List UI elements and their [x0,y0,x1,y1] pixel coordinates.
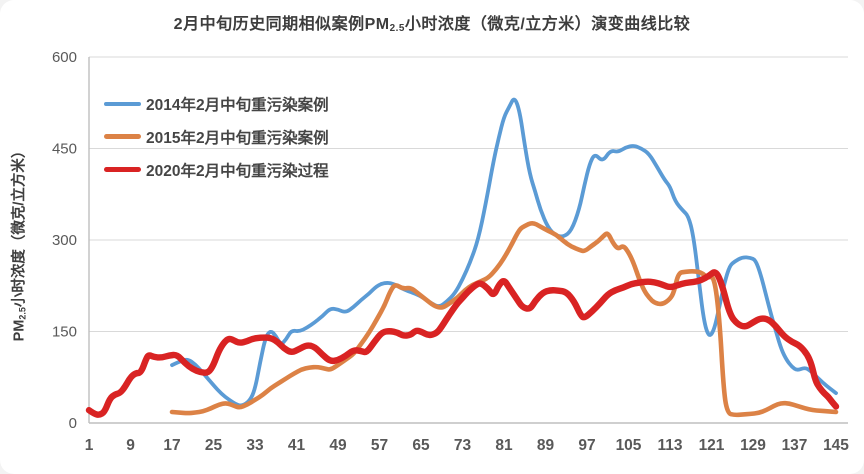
x-tick-label: 121 [699,437,725,454]
x-tick-label: 81 [495,437,513,454]
legend-line-swatch-2020 [104,166,141,173]
x-tick-label: 65 [412,437,430,454]
x-tick-label: 49 [329,437,347,454]
x-tick-label: 113 [657,437,682,454]
series-line-0 [170,97,838,408]
legend-item-2020: 2020年2月中旬重污染过程 [104,153,329,186]
y-tick-label: 0 [69,415,77,432]
y-tick-label: 300 [52,232,77,249]
x-tick-label: 1 [85,437,94,454]
series-line-2 [85,269,840,418]
x-tick-label: 145 [823,437,849,454]
x-tick-label: 41 [288,437,306,454]
x-tick-label: 129 [740,437,766,454]
x-tick-label: 97 [578,437,595,454]
x-tick-label: 9 [126,437,135,454]
page-title: 2月中旬历史同期相似案例PM2.5小时浓度（微克/立方米）演变曲线比较 [0,10,864,34]
title-subscript: 2.5 [389,23,405,35]
legend-label-2014: 2014年2月中旬重污染案例 [146,96,329,114]
y-tick-label: 450 [52,141,77,158]
x-tick-label: 137 [782,437,808,454]
x-tick-label: 25 [205,437,223,454]
x-tick-label: 105 [616,437,642,454]
series-line-1 [169,220,839,418]
legend-line-swatch-2014 [104,101,141,106]
legend-line-swatch-2015 [104,134,141,139]
y-tick-label: 150 [52,324,77,341]
x-tick-label: 17 [163,437,180,454]
legend-item-2015: 2015年2月中旬重污染案例 [104,120,329,153]
legend: 2014年2月中旬重污染案例 2015年2月中旬重污染案例 2020年2月中旬重… [104,87,329,186]
legend-item-2014: 2014年2月中旬重污染案例 [104,87,329,120]
title-prefix: 2月中旬历史同期相似案例PM [173,16,390,33]
y-tick-label: 600 [52,49,77,66]
x-tick-label: 33 [246,437,264,454]
legend-label-2015: 2015年2月中旬重污染案例 [146,129,329,147]
legend-label-2020: 2020年2月中旬重污染过程 [146,162,329,180]
x-tick-label: 57 [371,437,388,454]
x-tick-label: 73 [454,437,472,454]
x-tick-label: 89 [537,437,555,454]
title-suffix: 小时浓度（微克/立方米）演变曲线比较 [404,16,691,33]
